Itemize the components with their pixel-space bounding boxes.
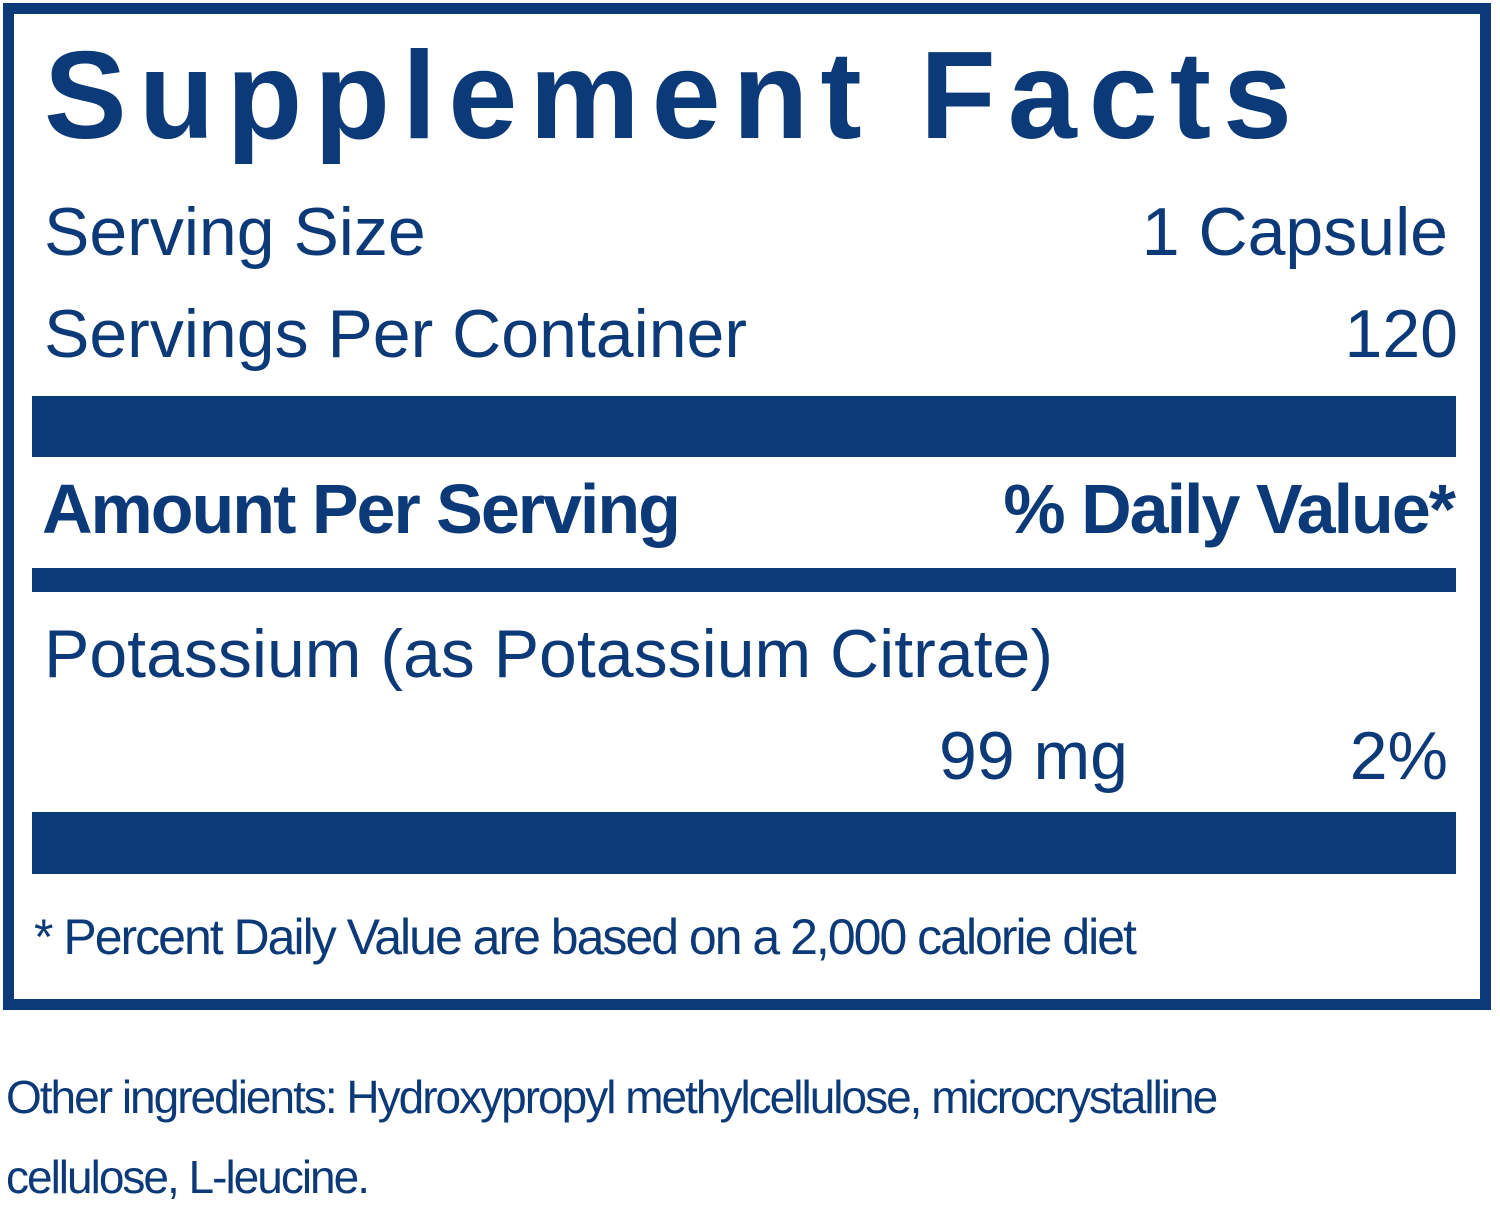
serving-size-value: 1 Capsule [1141,194,1448,270]
bottom-divider [32,812,1456,874]
amount-per-serving-header: Amount Per Serving [42,470,681,548]
nutrient-name: Potassium (as Potassium Citrate) [44,616,1053,692]
serving-size-label: Serving Size [44,194,426,270]
footnote: * Percent Daily Value are based on a 2,0… [34,909,1137,965]
other-ingredients-line-2: cellulose, L-leucine. [6,1151,370,1203]
nutrient-amount: 99 mg [939,718,1128,794]
daily-value-header: % Daily Value* [1003,470,1456,548]
servings-per-container-label: Servings Per Container [44,296,748,372]
other-ingredients-line-1: Other ingredients: Hydroxypropyl methylc… [6,1071,1218,1123]
servings-per-container-value: 120 [1344,296,1458,372]
supplement-facts-panel [3,3,1491,1010]
thick-divider [32,396,1456,457]
thin-divider [32,568,1456,592]
nutrient-daily-value: 2% [1349,718,1448,794]
panel-title: Supplement Facts [44,27,1304,165]
